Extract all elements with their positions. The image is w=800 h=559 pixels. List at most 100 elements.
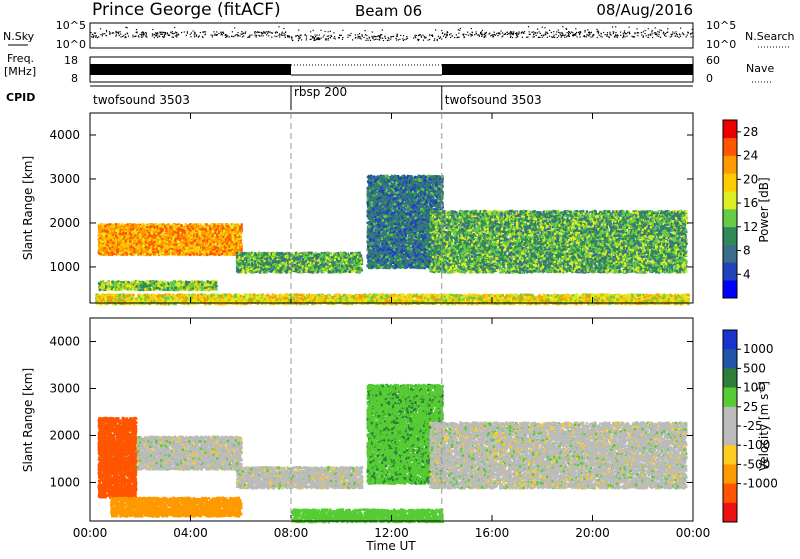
nsky-dot xyxy=(633,36,634,37)
nsky-dot xyxy=(113,32,114,33)
nsky-dot xyxy=(333,32,334,33)
nsky-dot xyxy=(518,34,519,35)
nsky-dot xyxy=(598,33,599,34)
station-title: Prince George (fitACF) xyxy=(92,0,281,20)
nsky-dot xyxy=(328,39,329,40)
nsky-dot xyxy=(600,36,601,37)
nsky-dot xyxy=(522,37,523,38)
nsky-dot xyxy=(311,39,312,40)
nsky-dot xyxy=(501,31,502,32)
nsky-dot xyxy=(379,39,380,40)
nsky-dot xyxy=(683,34,684,35)
nsky-dot xyxy=(441,30,442,31)
nsky-dot xyxy=(543,35,544,36)
nsky-dot xyxy=(472,35,473,36)
nsky-dot xyxy=(400,35,401,36)
nsky-dot xyxy=(589,34,590,35)
nsky-dot xyxy=(285,31,286,32)
nsky-dot xyxy=(671,36,672,37)
nsky-dot xyxy=(402,38,403,39)
nsky-dot xyxy=(625,33,626,34)
nsearch-label: N.Search xyxy=(745,30,795,43)
nsky-dot xyxy=(643,31,644,32)
nsky-dot xyxy=(601,33,602,34)
nsky-dot xyxy=(365,30,366,31)
nsky-dot xyxy=(648,37,649,38)
nsky-dot xyxy=(561,37,562,38)
nsky-dot xyxy=(245,31,246,32)
nsky-dot xyxy=(607,34,608,35)
nsky-dot xyxy=(282,35,283,36)
nsky-dot xyxy=(558,35,559,36)
nsky-label: N.Sky xyxy=(3,30,35,43)
nsky-right-tick-top: 10^5 xyxy=(706,19,736,32)
nsky-dot xyxy=(338,37,339,38)
nsky-dot xyxy=(103,33,104,34)
nsky-dot xyxy=(225,35,226,36)
nsky-dot xyxy=(221,33,222,34)
cpid-segment-label: twofsound 3503 xyxy=(445,93,542,107)
nsky-dot xyxy=(379,37,380,38)
nsky-dot xyxy=(546,32,547,33)
nsky-dot xyxy=(480,32,481,33)
nsky-dot xyxy=(447,32,448,33)
nsky-dot xyxy=(588,32,589,33)
nsky-dot xyxy=(390,39,391,40)
nsky-dot xyxy=(637,32,638,33)
nsky-dot xyxy=(184,31,185,32)
nsky-dot xyxy=(175,32,176,33)
nsky-dot xyxy=(95,33,96,34)
nsky-dot xyxy=(120,31,121,32)
nsky-dot xyxy=(266,34,267,35)
nsky-dot xyxy=(102,35,103,36)
nsky-dot xyxy=(692,32,693,33)
nsky-dot xyxy=(672,31,673,32)
nsky-dot xyxy=(216,31,217,32)
nsky-dot xyxy=(357,34,358,35)
nsky-dot xyxy=(261,35,262,36)
nsky-dot xyxy=(492,36,493,37)
nsky-dot xyxy=(190,36,191,37)
nsky-dot xyxy=(143,35,144,36)
nsky-dot xyxy=(610,35,611,36)
nsky-dot xyxy=(428,40,429,41)
nsky-dot xyxy=(523,33,524,34)
nsky-dot xyxy=(536,35,537,36)
nsky-dot xyxy=(457,37,458,38)
nsky-dot xyxy=(519,31,520,32)
nsky-dot xyxy=(545,32,546,33)
nsky-dot xyxy=(263,35,264,36)
nsky-dot xyxy=(566,36,567,37)
nsky-dot xyxy=(118,32,119,33)
nsky-dot xyxy=(477,34,478,35)
nsky-dot xyxy=(505,33,506,34)
nsky-right-tick-bottom: 10^0 xyxy=(706,38,736,51)
nsky-dot xyxy=(217,34,218,35)
nsky-dot xyxy=(464,36,465,37)
nsky-dot xyxy=(385,38,386,39)
nsky-dot xyxy=(424,36,425,37)
nsky-dot xyxy=(289,35,290,36)
nsky-dot xyxy=(141,37,142,38)
nsky-dot xyxy=(110,33,111,34)
nsky-dot xyxy=(256,35,257,36)
nsky-dot xyxy=(243,35,244,36)
nsky-dot xyxy=(655,27,656,28)
nsky-dot xyxy=(265,33,266,34)
nsky-dot xyxy=(91,36,92,37)
nsky-dot xyxy=(300,35,301,36)
nsky-dot xyxy=(310,35,311,36)
nsky-dot xyxy=(571,31,572,32)
nsky-dot xyxy=(478,34,479,35)
nsky-dot xyxy=(551,36,552,37)
nsky-dot xyxy=(617,37,618,38)
nsky-dot xyxy=(421,35,422,36)
nsky-dot xyxy=(380,35,381,36)
nsky-dot xyxy=(276,36,277,37)
nsky-dot xyxy=(629,27,630,28)
nsky-dot xyxy=(194,36,195,37)
nsky-dot xyxy=(327,36,328,37)
nsky-dot xyxy=(456,34,457,35)
nsky-dot xyxy=(291,38,292,39)
nsky-dot xyxy=(545,33,546,34)
